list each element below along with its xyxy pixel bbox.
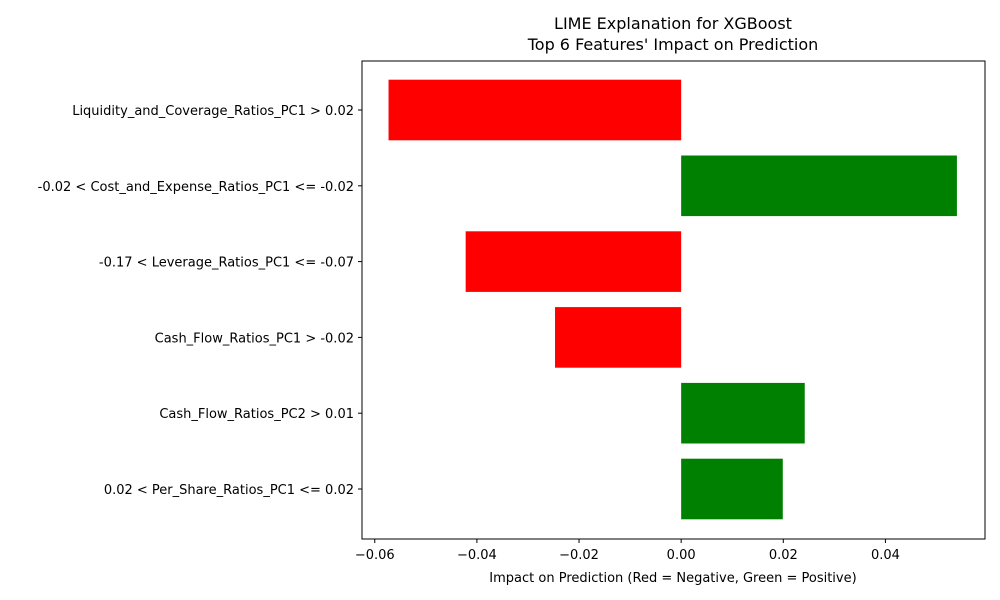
x-tick-layer: −0.06 −0.04 −0.02 0.00 0.02 0.04 xyxy=(355,539,900,563)
y-tick-label: 0.02 < Per_Share_Ratios_PC1 <= 0.02 xyxy=(104,483,354,498)
bar-4 xyxy=(555,307,682,368)
bar-2 xyxy=(681,155,957,217)
x-tick-label: 0.00 xyxy=(667,548,696,563)
y-tick-label: Cash_Flow_Ratios_PC2 > 0.01 xyxy=(159,407,354,422)
plot-area-frame xyxy=(361,60,986,540)
x-tick-label: −0.06 xyxy=(355,548,395,563)
bar-1 xyxy=(388,79,682,141)
x-tick-label: 0.02 xyxy=(769,548,798,563)
x-axis-label: Impact on Prediction (Red = Negative, Gr… xyxy=(489,571,856,586)
x-tick-label: −0.04 xyxy=(457,548,497,563)
bar-5 xyxy=(681,382,805,444)
bar-3 xyxy=(465,231,682,292)
bar-6 xyxy=(681,458,783,520)
chart-subtitle: Top 6 Features' Impact on Prediction xyxy=(527,35,819,54)
bars-layer xyxy=(388,79,957,520)
y-tick-label: -0.02 < Cost_and_Expense_Ratios_PC1 <= -… xyxy=(38,180,354,195)
y-tick-label: Cash_Flow_Ratios_PC1 > -0.02 xyxy=(155,331,354,346)
chart-title: LIME Explanation for XGBoost xyxy=(554,14,792,33)
y-tick-layer: Liquidity_and_Coverage_Ratios_PC1 > 0.02… xyxy=(38,104,362,498)
y-tick-label: Liquidity_and_Coverage_Ratios_PC1 > 0.02 xyxy=(72,104,354,119)
x-tick-label: 0.04 xyxy=(871,548,900,563)
y-tick-label: -0.17 < Leverage_Ratios_PC1 <= -0.07 xyxy=(99,256,354,271)
x-tick-label: −0.02 xyxy=(559,548,599,563)
